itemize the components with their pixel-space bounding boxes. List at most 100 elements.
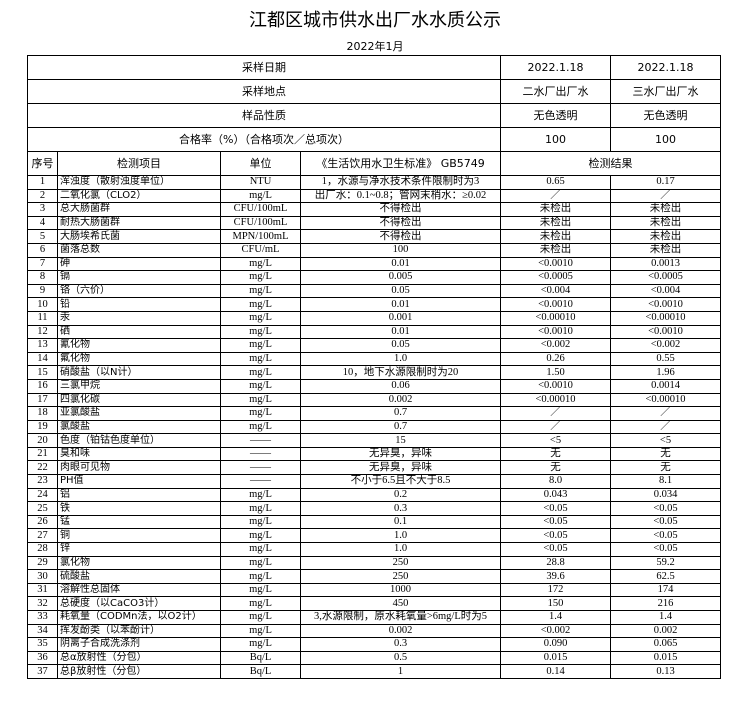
standard: 1.0 bbox=[300, 542, 501, 557]
data-row: 29 氯化物 mg/L 250 28.8 59.2 bbox=[27, 555, 721, 571]
data-row: 28 锌 mg/L 1.0 <0.05 <0.05 bbox=[27, 542, 721, 557]
standard: 0.7 bbox=[300, 419, 501, 435]
unit: —— bbox=[220, 474, 301, 489]
item: 耐热大肠菌群 bbox=[57, 215, 221, 231]
index: 7 bbox=[27, 256, 58, 272]
meta-row: 采样地点 二水厂出厂水 三水厂出厂水 bbox=[27, 79, 721, 104]
data-row: 30 硫酸盐 mg/L 250 39.6 62.5 bbox=[27, 569, 721, 584]
unit: mg/L bbox=[220, 487, 301, 503]
index: 5 bbox=[27, 229, 58, 244]
standard: 1.0 bbox=[300, 351, 501, 367]
result: 1.50 bbox=[500, 365, 611, 380]
meta-value: 100 bbox=[610, 127, 721, 152]
data-row: 15 硝酸盐（以N计） mg/L 10，地下水源限制时为20 1.50 1.96 bbox=[27, 365, 721, 380]
result: ／ bbox=[610, 406, 721, 421]
item: 色度（铂钴色度单位） bbox=[57, 433, 221, 448]
result: <5 bbox=[500, 433, 611, 448]
result: <0.05 bbox=[500, 501, 611, 516]
index: 34 bbox=[27, 623, 58, 639]
data-row: 2 二氧化氯（CLO2） mg/L 出厂水：0.1~0.8；管网末梢水：≥0.02 ／／ bbox=[27, 188, 721, 204]
unit: mg/L bbox=[220, 501, 301, 516]
standard: 0.01 bbox=[300, 256, 501, 272]
unit: mg/L bbox=[220, 542, 301, 557]
result: <0.0010 bbox=[610, 324, 721, 340]
standard: 不得检出 bbox=[300, 202, 501, 217]
result: <0.05 bbox=[610, 542, 721, 557]
item: 阴离子合成洗涤剂 bbox=[57, 637, 221, 652]
data-row: 16 三氯甲烷 mg/L 0.06 <0.0010 0.0014 bbox=[27, 378, 721, 394]
standard: 0.3 bbox=[300, 501, 501, 516]
data-row: 31 溶解性总固体 mg/L 1000 172 174 bbox=[27, 582, 721, 598]
unit: mg/L bbox=[220, 582, 301, 598]
index: 26 bbox=[27, 514, 58, 530]
data-row: 10 铅 mg/L 0.01 <0.0010 <0.0010 bbox=[27, 297, 721, 312]
unit: —— bbox=[220, 446, 301, 462]
standard: 3,水源限制，原水耗氧量>6mg/L时为5 bbox=[300, 610, 501, 625]
item: 三氯甲烷 bbox=[57, 378, 221, 394]
standard: 0.002 bbox=[300, 392, 501, 408]
result: <0.0005 bbox=[500, 270, 611, 285]
standard: 0.2 bbox=[300, 487, 501, 503]
standard: 1，水源与净水技术条件限制时为3 bbox=[300, 175, 501, 190]
item: 总β放射性（分包） bbox=[57, 664, 221, 679]
item: PH值 bbox=[57, 474, 221, 489]
data-row: 33 耗氧量（CODMn法，以O2计） mg/L 3,水源限制，原水耗氧量>6mg/L… bbox=[27, 610, 721, 625]
result: 未检出 bbox=[500, 229, 611, 244]
item: 砷 bbox=[57, 256, 221, 272]
column-header: 检测项目 bbox=[57, 151, 221, 176]
result: 0.043 bbox=[500, 487, 611, 503]
data-row: 21 臭和味 —— 无异臭，异味无无 bbox=[27, 446, 721, 462]
result: 0.17 bbox=[610, 175, 721, 190]
data-row: 37 总β放射性（分包） Bq/L 1 0.14 0.13 bbox=[27, 664, 721, 679]
meta-value: 无色透明 bbox=[610, 103, 721, 128]
unit: mg/L bbox=[220, 351, 301, 367]
item: 总硬度（以CaCO3计） bbox=[57, 596, 221, 611]
result: 0.015 bbox=[500, 650, 611, 666]
result: 216 bbox=[610, 596, 721, 611]
result: <0.0010 bbox=[500, 378, 611, 394]
result: 1.96 bbox=[610, 365, 721, 380]
unit: Bq/L bbox=[220, 664, 301, 679]
index: 33 bbox=[27, 610, 58, 625]
item: 氯化物 bbox=[57, 555, 221, 571]
result: <0.0010 bbox=[500, 297, 611, 312]
index: 29 bbox=[27, 555, 58, 571]
data-row: 27 铜 mg/L 1.0 <0.05 <0.05 bbox=[27, 528, 721, 544]
result: 0.034 bbox=[610, 487, 721, 503]
index: 19 bbox=[27, 419, 58, 435]
result: 0.002 bbox=[610, 623, 721, 639]
data-row: 1 浑浊度（散射浊度单位） NTU 1，水源与净水技术条件限制时为3 0.65 0.17 bbox=[27, 175, 721, 190]
result: <0.004 bbox=[500, 283, 611, 299]
unit: CFU/100mL bbox=[220, 202, 301, 217]
index: 11 bbox=[27, 310, 58, 326]
result: 未检出 bbox=[610, 229, 721, 244]
standard: 1 bbox=[300, 664, 501, 679]
result: 172 bbox=[500, 582, 611, 598]
item: 镉 bbox=[57, 270, 221, 285]
result: 未检出 bbox=[500, 202, 611, 217]
unit: mg/L bbox=[220, 324, 301, 340]
item: 亚氯酸盐 bbox=[57, 406, 221, 421]
index: 2 bbox=[27, 188, 58, 204]
item: 浑浊度（散射浊度单位） bbox=[57, 175, 221, 190]
index: 13 bbox=[27, 338, 58, 353]
item: 锰 bbox=[57, 514, 221, 530]
item: 铜 bbox=[57, 528, 221, 544]
index: 18 bbox=[27, 406, 58, 421]
item: 锌 bbox=[57, 542, 221, 557]
column-header: 《生活饮用水卫生标准》 GB5749 bbox=[300, 151, 501, 176]
index: 23 bbox=[27, 474, 58, 489]
result: <0.00010 bbox=[610, 392, 721, 408]
result: 39.6 bbox=[500, 569, 611, 584]
result: 0.26 bbox=[500, 351, 611, 367]
result: ／ bbox=[500, 188, 611, 204]
item: 挥发酚类（以苯酚计） bbox=[57, 623, 221, 639]
item: 总大肠菌群 bbox=[57, 202, 221, 217]
unit: mg/L bbox=[220, 637, 301, 652]
unit: mg/L bbox=[220, 528, 301, 544]
column-header: 单位 bbox=[220, 151, 301, 176]
result: <0.002 bbox=[500, 338, 611, 353]
result: 0.65 bbox=[500, 175, 611, 190]
item: 耗氧量（CODMn法，以O2计） bbox=[57, 610, 221, 625]
result: 8.0 bbox=[500, 474, 611, 489]
